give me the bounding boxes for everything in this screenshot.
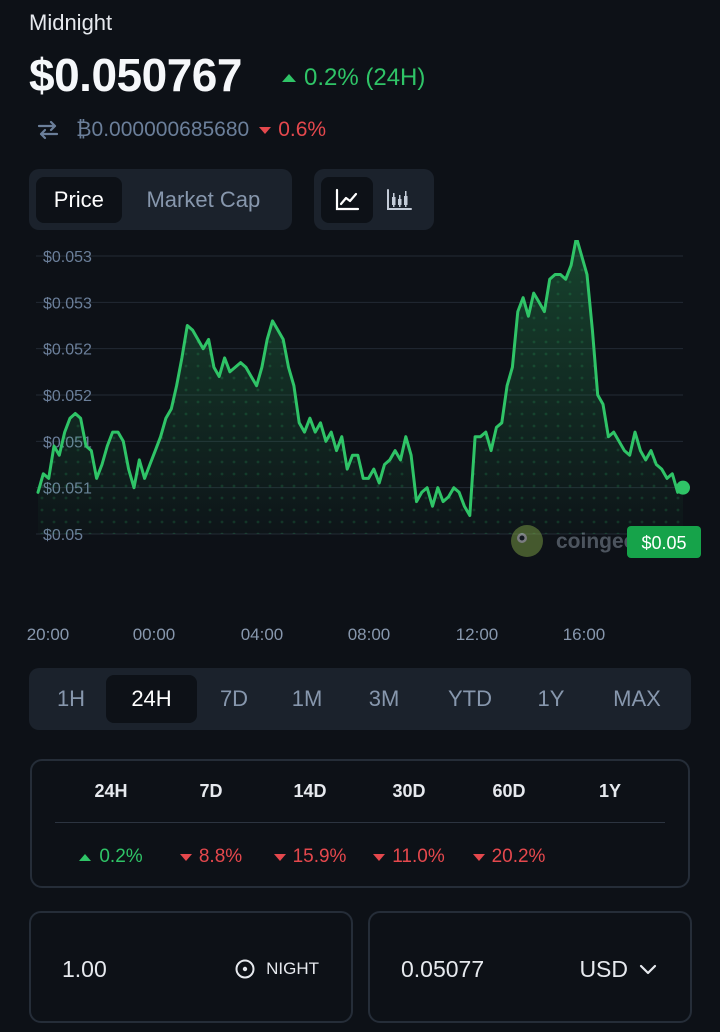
btc-price-row: ₿0.000000685680 0.6% (36, 118, 326, 142)
x-tick-label: 00:00 (133, 625, 176, 644)
line-chart-icon (335, 188, 360, 210)
current-price-marker (676, 480, 690, 495)
range-24h[interactable]: 24H (106, 675, 197, 723)
chevron-down-icon (639, 964, 657, 974)
performance-value: 20.2% (459, 846, 559, 868)
performance-value-text: 20.2% (491, 846, 546, 867)
y-tick-label: $0.052 (43, 388, 92, 405)
btc-price-change: 0.6% (259, 118, 326, 142)
x-tick-label: 04:00 (241, 625, 284, 644)
time-range-selector: 1H 24H 7D 1M 3M YTD 1Y MAX (29, 668, 691, 730)
range-1h[interactable]: 1H (56, 686, 86, 711)
arrow-up-icon (79, 853, 92, 861)
price-change-24h-value: 0.2% (24H) (304, 64, 426, 91)
chart-type-toggle (314, 169, 434, 230)
range-3m[interactable]: 3M (368, 686, 400, 711)
y-tick-label: $0.053 (43, 295, 92, 312)
arrow-down-icon (273, 853, 286, 861)
performance-period: 7D (199, 781, 223, 801)
performance-value: 11.0% (359, 846, 459, 868)
price-area-texture (38, 240, 683, 534)
line-chart-button[interactable] (321, 176, 373, 223)
performance-table: 24H 0.2% 7D 8.8% 14D 15.9% 30D 11.0% 60D 20.2% 1Y (30, 759, 690, 888)
x-tick-label: 08:00 (348, 625, 391, 644)
x-axis: 20:00 00:00 04:00 08:00 12:00 16:00 (27, 625, 606, 644)
performance-value: 15.9% (260, 846, 360, 868)
range-1y[interactable]: 1Y (537, 686, 565, 711)
performance-value-text: 15.9% (292, 846, 347, 867)
btc-price-change-value: 0.6% (278, 118, 327, 141)
arrow-down-icon (179, 853, 192, 861)
range-ytd[interactable]: YTD (448, 686, 492, 711)
chart-metric-toggle: Price Market Cap (29, 169, 292, 230)
currency-label: USD (579, 956, 628, 982)
range-1m[interactable]: 1M (291, 686, 323, 711)
current-price-tag: $0.05 (627, 526, 701, 558)
x-tick-label: 12:00 (456, 625, 499, 644)
currency-select[interactable]: USD (579, 956, 658, 983)
arrow-down-icon (373, 853, 386, 861)
tab-market-cap[interactable]: Market Cap (146, 186, 261, 212)
arrow-up-icon (282, 74, 296, 82)
candlestick-chart-button[interactable] (373, 177, 425, 223)
y-tick-label: $0.052 (43, 342, 92, 359)
performance-period: 24H (94, 781, 128, 801)
range-7d[interactable]: 7D (219, 686, 249, 711)
btc-price: ₿0.000000685680 (76, 118, 250, 141)
x-tick-label: 16:00 (563, 625, 606, 644)
price-change-24h: 0.2% (24H) (282, 64, 425, 92)
performance-period: 60D (492, 781, 526, 801)
performance-value: 8.8% (161, 846, 261, 868)
tab-price[interactable]: Price (36, 176, 122, 223)
converter-result-value[interactable]: 0.05077 (401, 956, 485, 982)
performance-divider (55, 822, 665, 823)
converter-amount-box[interactable]: 1.00 NIGHT (29, 911, 353, 1023)
y-tick-label: $0.053 (43, 249, 92, 266)
token-icon (235, 959, 255, 979)
arrow-down-icon (472, 853, 485, 861)
coin-name: Midnight (29, 10, 113, 35)
performance-period: 14D (293, 781, 327, 801)
range-max[interactable]: MAX (613, 686, 661, 711)
performance-period: 30D (392, 781, 426, 801)
performance-value-text: 11.0% (392, 846, 445, 867)
current-price-tag-label: $0.05 (641, 533, 686, 553)
candlestick-icon (387, 188, 412, 210)
converter-token: NIGHT (234, 958, 319, 980)
price-chart[interactable]: $0.053$0.053$0.052$0.052$0.051$0.051$0.0… (0, 240, 720, 660)
performance-value-text: 0.2% (99, 846, 143, 867)
converter-amount-input[interactable]: 1.00 (62, 956, 107, 982)
performance-period: 1Y (598, 781, 622, 801)
swap-icon[interactable] (36, 118, 60, 142)
converter-token-label: NIGHT (266, 959, 319, 978)
arrow-down-icon (259, 126, 272, 134)
performance-value: 0.2% (61, 846, 161, 868)
converter-result-box[interactable]: 0.05077 USD (368, 911, 692, 1023)
x-tick-label: 20:00 (27, 625, 70, 644)
price-line (36, 240, 685, 517)
performance-value-text: 8.8% (198, 846, 243, 867)
current-price: $0.050767 (29, 49, 242, 101)
